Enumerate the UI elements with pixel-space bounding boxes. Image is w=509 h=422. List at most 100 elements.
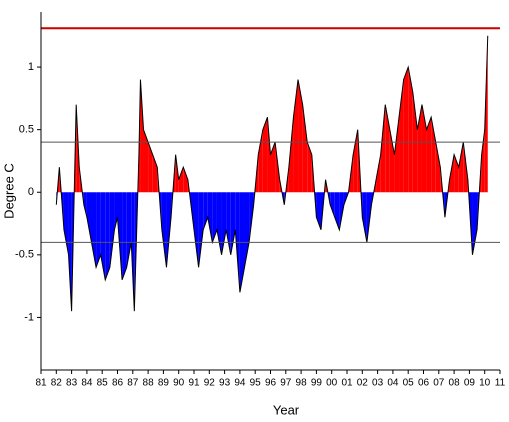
area-fill	[105, 192, 110, 280]
area-fill	[288, 117, 294, 193]
x-tick-label: 05	[403, 378, 415, 389]
x-tick-label: 90	[173, 378, 185, 389]
area-fill	[481, 129, 485, 193]
area-fill	[362, 192, 367, 243]
area-fill	[270, 142, 276, 193]
area-fill	[221, 192, 227, 255]
x-tick-label: 84	[81, 378, 93, 389]
area-fill	[389, 129, 395, 193]
x-tick-label: 98	[296, 378, 308, 389]
area-fill	[131, 192, 135, 312]
area-fill	[417, 104, 422, 193]
area-fill	[91, 192, 97, 268]
y-tick-label: -1	[24, 311, 34, 323]
area-fill	[330, 192, 335, 218]
x-tick-label: 83	[66, 378, 78, 389]
x-tick-label: 93	[219, 378, 231, 389]
x-tick-label: 99	[311, 378, 323, 389]
area-fill	[454, 154, 459, 193]
area-fill	[408, 67, 413, 193]
area-fill	[207, 192, 213, 243]
area-fill	[403, 67, 409, 193]
area-fill	[262, 117, 268, 193]
area-fill	[267, 117, 271, 193]
x-tick-label: 04	[387, 378, 399, 389]
x-tick-label: 97	[280, 378, 292, 389]
area-fill	[458, 142, 464, 193]
x-tick-label: 81	[35, 378, 47, 389]
area-fill	[334, 192, 340, 230]
x-tick-label: 11	[495, 378, 506, 389]
area-fill	[302, 104, 308, 193]
x-tick-label: 96	[265, 378, 277, 389]
x-tick-label: 94	[234, 378, 246, 389]
x-tick-label: 09	[464, 378, 476, 389]
area-fill	[449, 154, 455, 193]
area-fill	[316, 192, 321, 230]
x-tick-label: 10	[479, 378, 491, 389]
x-tick-label: 82	[51, 378, 63, 389]
area-fill	[68, 192, 72, 312]
area-fill	[178, 167, 184, 193]
area-fill	[100, 192, 106, 280]
area-fill	[96, 192, 101, 268]
area-fill	[226, 192, 231, 255]
area-fill	[298, 79, 303, 193]
area-fill	[212, 192, 217, 243]
area-fill	[307, 142, 312, 193]
x-tick-label: 00	[326, 378, 338, 389]
x-tick-label: 07	[433, 378, 445, 389]
x-tick-label: 08	[449, 378, 461, 389]
area-fill	[385, 104, 390, 193]
area-fill	[63, 192, 69, 255]
area-fill	[83, 192, 87, 218]
x-axis-label: Year	[273, 402, 300, 417]
x-tick-label: 91	[188, 378, 200, 389]
y-tick-label: -0.5	[15, 249, 34, 261]
area-fill	[293, 79, 299, 193]
area-fill	[148, 142, 153, 193]
x-tick-label: 06	[418, 378, 430, 389]
area-fill	[484, 35, 488, 193]
area-fill	[86, 192, 92, 243]
x-tick-label: 03	[372, 378, 384, 389]
area-fill	[431, 117, 436, 193]
x-tick-label: 85	[97, 378, 109, 389]
area-fill	[122, 192, 127, 280]
area-fill	[198, 192, 204, 268]
area-fill	[353, 129, 358, 193]
area-fill	[399, 79, 404, 193]
area-fill	[194, 192, 199, 268]
area-fill	[376, 154, 381, 193]
y-tick-label: 0.5	[19, 124, 34, 136]
area-fill	[339, 192, 344, 230]
y-tick-label: 1	[28, 61, 34, 73]
series-line	[55, 35, 489, 312]
x-tick-label: 88	[143, 378, 155, 389]
area-fill	[230, 192, 236, 255]
area-fill	[426, 117, 432, 193]
area-fill	[161, 192, 167, 268]
area-fill	[166, 192, 172, 268]
area-fill	[183, 167, 188, 193]
area-fill	[152, 154, 158, 193]
y-axis-label: Degree C	[1, 163, 16, 219]
x-tick-label: 02	[357, 378, 369, 389]
area-fill	[394, 117, 400, 193]
area-fill	[258, 129, 263, 193]
area-fill	[143, 129, 149, 193]
area-fill	[421, 104, 427, 193]
area-fill	[435, 142, 441, 193]
area-fill	[380, 104, 386, 193]
x-tick-label: 92	[204, 378, 216, 389]
x-tick-label: 01	[341, 378, 353, 389]
area-fill	[472, 192, 478, 255]
x-tick-label: 89	[158, 378, 170, 389]
area-fill	[114, 192, 118, 230]
area-fill	[109, 192, 115, 268]
x-tick-label: 95	[250, 378, 262, 389]
y-tick-label: 0	[28, 186, 34, 198]
x-tick-label: 87	[127, 378, 139, 389]
area-fill	[216, 192, 222, 255]
